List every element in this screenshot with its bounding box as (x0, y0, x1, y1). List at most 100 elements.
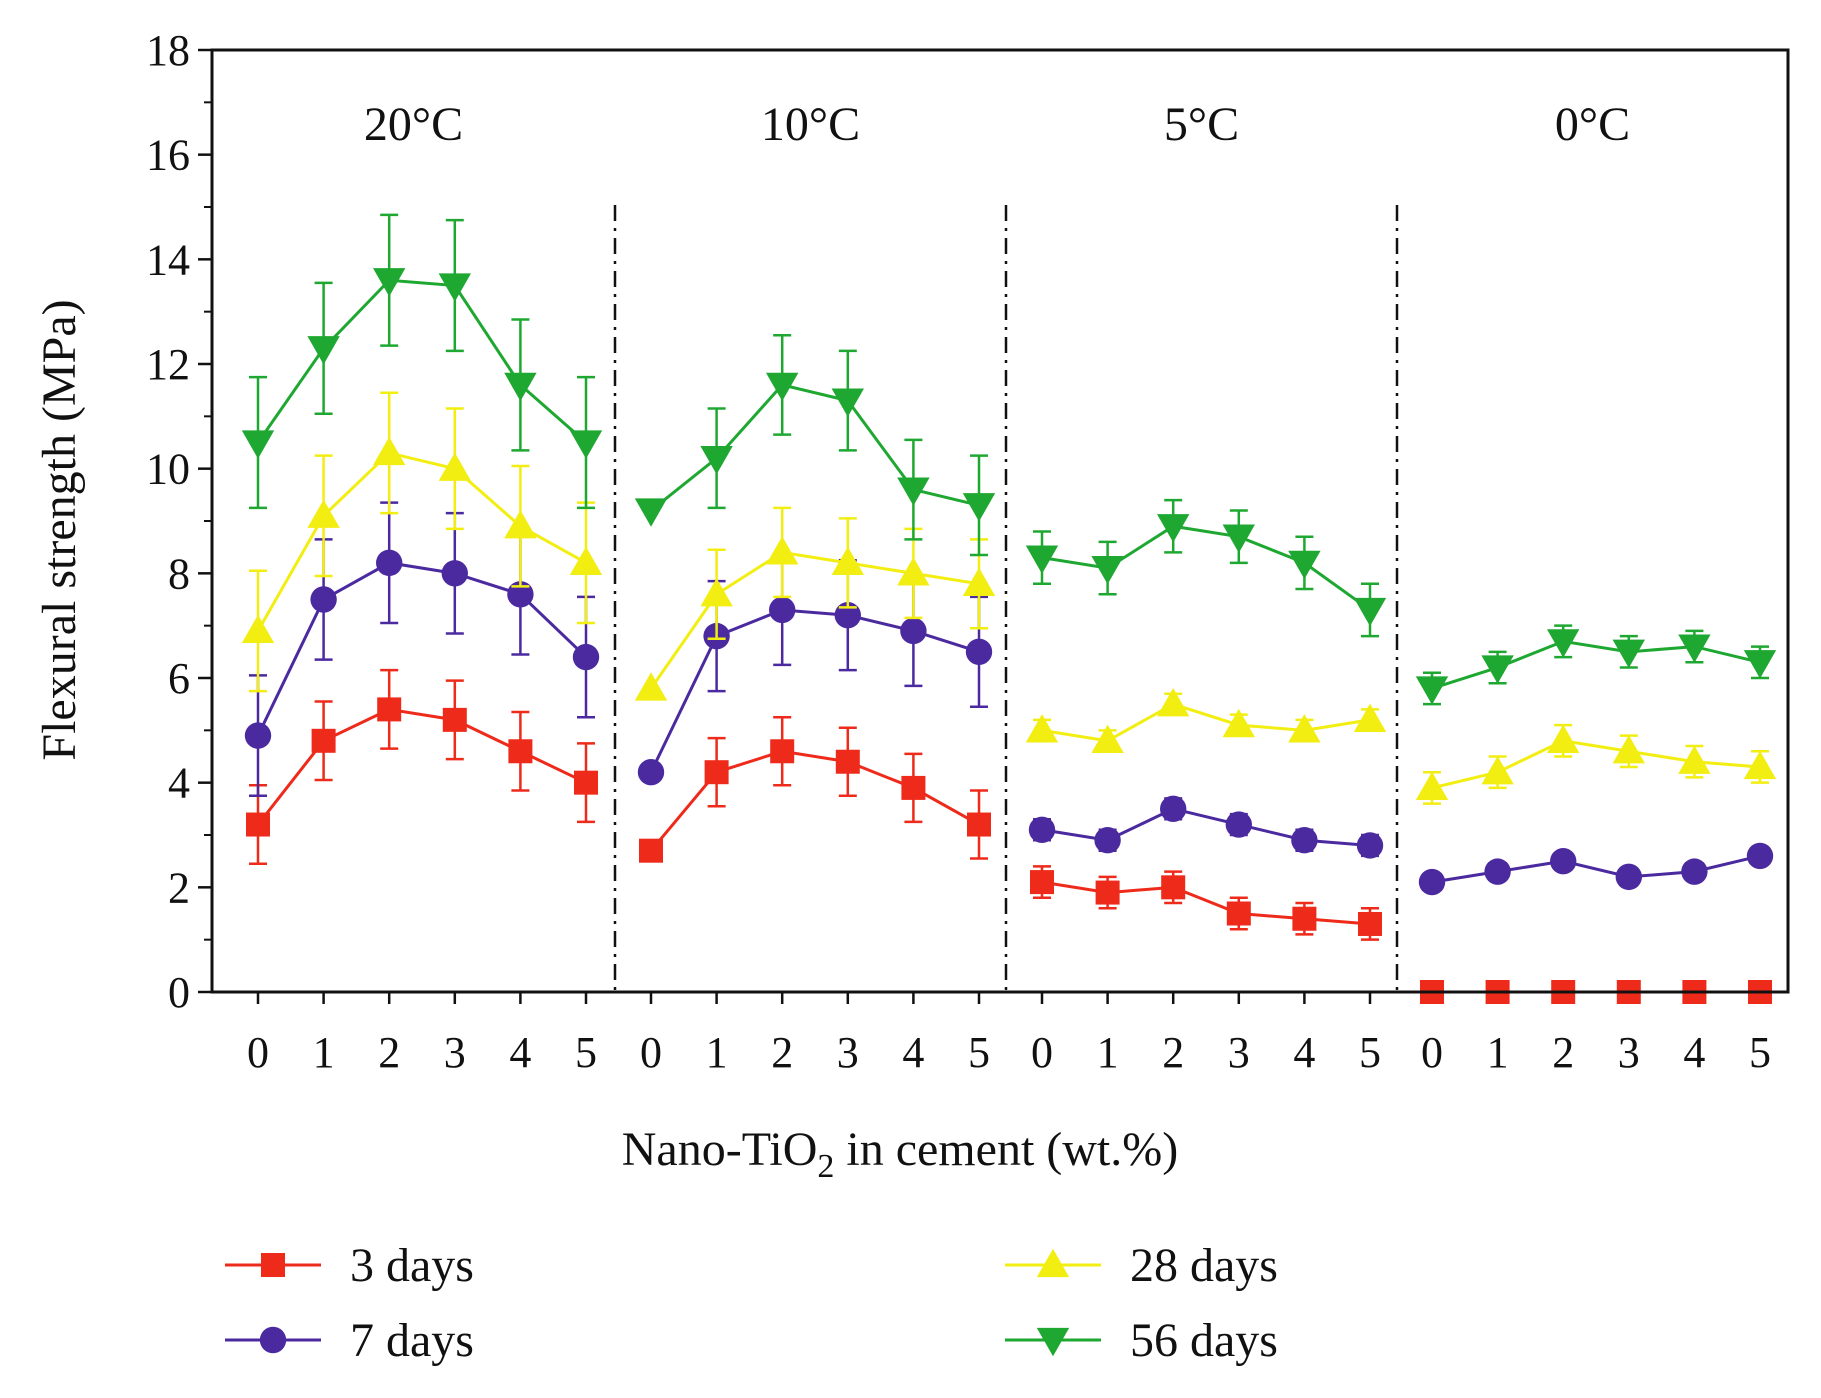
x-axis-title-tail: in cement (wt.%) (834, 1123, 1178, 1176)
series-28-days (1025, 687, 1387, 753)
legend-marker (259, 1326, 287, 1354)
series-line (649, 749, 980, 852)
x-tick-label: 5 (1749, 1028, 1771, 1077)
legend-marker (1036, 1327, 1070, 1357)
data-point (1415, 676, 1449, 705)
x-tick-label: 0 (1031, 1028, 1053, 1077)
x-tick-label: 4 (1293, 1028, 1315, 1077)
legend-marker (261, 1253, 285, 1277)
data-point (700, 446, 733, 475)
legend: 3 days 7 days 28 days 56 days (225, 1239, 1278, 1367)
y-tick-label: 2 (168, 863, 190, 912)
data-point (1288, 714, 1321, 743)
series-56-days (1415, 624, 1777, 706)
data-point (504, 510, 537, 539)
y-tick-label: 4 (168, 759, 190, 808)
x-axis-title: Nano-TiO2 in cement (wt.%) (622, 1123, 1178, 1185)
data-point (1681, 858, 1708, 885)
data-point (1030, 870, 1054, 895)
series-line (649, 550, 980, 690)
data-point (766, 536, 799, 565)
x-tick-label: 5 (1359, 1028, 1381, 1077)
data-point (442, 707, 467, 732)
legend-item: 56 days (1005, 1314, 1278, 1367)
x-tick-label: 5 (575, 1028, 597, 1077)
data-point (373, 268, 406, 297)
data-point (967, 812, 991, 837)
legend-label: 56 days (1130, 1314, 1278, 1367)
data-point (241, 614, 275, 644)
data-point (246, 812, 270, 837)
data-point (1028, 816, 1056, 843)
x-tick-label: 4 (509, 1028, 531, 1077)
panel-title: 5°C (1164, 98, 1239, 151)
y-tick-label: 6 (168, 654, 190, 703)
series-line (650, 383, 980, 512)
data-point (1091, 724, 1124, 753)
legend-item: 3 days (225, 1239, 474, 1292)
data-point (1288, 550, 1321, 580)
panel-title: 0°C (1555, 98, 1630, 151)
data-point (310, 586, 337, 613)
data-point (901, 775, 926, 800)
panel-title: 20°C (364, 98, 463, 151)
legend-item: 7 days (225, 1314, 474, 1367)
x-tick-label: 4 (902, 1028, 924, 1077)
x-tick-label: 1 (1097, 1028, 1119, 1077)
data-point (1157, 514, 1190, 543)
data-point (1743, 650, 1777, 679)
data-point (1678, 634, 1711, 663)
data-point (962, 567, 996, 596)
data-point (770, 739, 795, 764)
data-point (700, 578, 733, 607)
data-point (1746, 842, 1774, 870)
data-point (637, 759, 665, 786)
series-56-days (1025, 498, 1387, 638)
series-7-days (1028, 795, 1384, 859)
series-56-days (241, 213, 603, 510)
series-line (256, 561, 588, 737)
y-tick-label: 18 (146, 26, 190, 75)
data-point (504, 372, 537, 402)
x-tick-label: 1 (313, 1028, 335, 1077)
data-point (1222, 524, 1255, 553)
data-point (831, 388, 864, 417)
legend-label: 28 days (1130, 1239, 1278, 1292)
y-axis: 0 2 4 6 8 10 12 14 16 18 (146, 26, 212, 1017)
series-56-days (634, 333, 996, 557)
data-point (1547, 724, 1580, 753)
series-line (256, 451, 587, 632)
data-point (307, 499, 340, 528)
data-point (831, 546, 864, 576)
data-point (835, 749, 860, 774)
x-tick-label: 2 (1162, 1028, 1184, 1077)
data-point (438, 273, 471, 302)
x-tick-label: 1 (706, 1028, 728, 1077)
data-point (639, 838, 663, 863)
data-point (1481, 655, 1514, 684)
data-point (1025, 545, 1059, 574)
data-point (1157, 687, 1190, 717)
data-point (1226, 901, 1251, 926)
y-tick-label: 14 (146, 235, 190, 284)
legend-label: 7 days (350, 1314, 474, 1367)
data-point (1612, 735, 1645, 764)
legend-marker (1036, 1248, 1070, 1278)
series-28-days (1415, 723, 1777, 805)
data-point (704, 760, 729, 785)
x-axis-title-main: Nano-TiO (622, 1123, 818, 1176)
x-tick-label: 1 (1487, 1028, 1509, 1077)
data-point (572, 643, 600, 671)
data-point (1743, 750, 1777, 780)
data-point (569, 430, 603, 459)
x-axis-title-subscript: 2 (817, 1148, 834, 1185)
data-point (766, 372, 799, 402)
data-point (377, 697, 402, 722)
series-7-days (1418, 842, 1774, 896)
panel-3 (1415, 624, 1777, 1004)
data-point (1225, 811, 1253, 838)
data-point (1292, 906, 1317, 931)
data-point (1025, 714, 1059, 743)
